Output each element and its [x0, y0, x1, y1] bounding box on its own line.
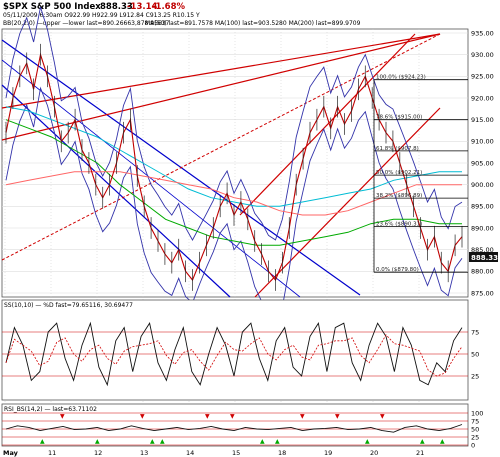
buy-signal-marker: ▲	[440, 438, 445, 445]
sell-signal-marker: ▼	[335, 413, 340, 420]
buy-signal-marker: ▲	[365, 438, 370, 445]
rsi-signal-markers: ▲ ▼ ▲ ▼ ▲ ▲ ▼ ▼ ▲ ▲ ▼ ▼ ▲ ▼ ▲ ▲	[40, 413, 445, 445]
rsi-panel	[1, 403, 469, 447]
sell-signal-marker: ▼	[300, 413, 305, 420]
buy-signal-marker: ▲	[150, 438, 155, 445]
rsi-tick-label: 25	[471, 433, 479, 441]
buy-signal-marker: ▲	[160, 438, 165, 445]
price-tick-label: 900.00	[471, 181, 494, 189]
sell-signal-marker: ▼	[230, 413, 235, 420]
fib-level-label: 38.2% ($896.89)	[376, 193, 422, 199]
price-tick-label: 890.00	[471, 224, 494, 232]
bollinger-upper	[5, 6, 463, 241]
bollinger-lower	[5, 86, 463, 328]
price-tick-label: 935.00	[471, 29, 494, 37]
sell-signal-marker: ▼	[140, 413, 145, 420]
fibonacci-levels: 100.0% ($924.23) 78.6% ($915.00) 61.8% ($9…	[373, 75, 468, 273]
x-tick-label: 15	[232, 449, 240, 457]
stochastic-tick-label: 75	[471, 328, 479, 336]
rsi-series	[5, 424, 463, 433]
stochastic-k-line	[5, 321, 463, 387]
fib-level-label: 61.8% ($907.8)	[376, 146, 419, 152]
x-tick-label: May	[3, 449, 19, 457]
x-tick-label: 12	[94, 449, 102, 457]
fib-level-label: 100.0% ($924.23)	[376, 75, 426, 81]
ohlc-readout: 05/11/2009 6:30am O922.99 H922.99 L912.8…	[3, 12, 200, 19]
bollinger-readout: BB(20,2.0) —upper —lower last=890.26663,…	[3, 20, 170, 27]
stochastic-tick-label: 50	[471, 350, 479, 358]
sell-signal-marker: ▼	[60, 413, 65, 420]
price-tick-label: 875.00	[471, 289, 494, 297]
up-channel-lower	[254, 107, 441, 298]
x-tick-label: 21	[416, 449, 424, 457]
ma-readout: MA(50) last=891.7578 MA(100) last=903.52…	[145, 20, 361, 27]
fib-level-label: 50.0% ($902.21)	[376, 170, 422, 176]
long-trendline-1	[1, 33, 441, 109]
fib-level-label: 78.6% ($915.00)	[376, 115, 422, 121]
stochastic-d-line	[5, 334, 463, 377]
up-channel	[1, 33, 441, 298]
price-tick-label: 905.00	[471, 159, 494, 167]
x-tick-label: 13	[140, 449, 148, 457]
stochastic-panel	[1, 299, 469, 401]
rsi-tick-label: 50	[471, 425, 479, 433]
last-price-box	[469, 252, 498, 262]
price-change: -13.14	[127, 2, 157, 12]
price-tick-label: 895.00	[471, 203, 494, 211]
buy-signal-marker: ▲	[275, 438, 280, 445]
buy-signal-marker: ▲	[40, 438, 45, 445]
price-tick-label: 880.00	[471, 268, 494, 276]
rsi-line	[5, 424, 463, 433]
price-tick-label: 885.00	[471, 246, 494, 254]
fib-level-label: 0.0% ($879.80)	[376, 267, 419, 273]
rsi-tick-label: 0	[471, 441, 475, 449]
down-channel-lower	[1, 84, 231, 298]
buy-signal-marker: ▲	[420, 438, 425, 445]
chart-header: $SPX S&P 500 Index 888.33 -13.14 -1.68% …	[0, 0, 500, 29]
price-y-axis: 935.00 930.00 925.00 920.00 915.00 910.00 905.…	[471, 29, 494, 297]
rsi-tick-label: 100	[471, 409, 483, 417]
last-price-tag: 888.33	[471, 254, 498, 262]
chart-title: $SPX S&P 500 Index	[3, 2, 101, 12]
ma-line-2	[5, 106, 462, 207]
rsi-title: RSI_BS(14,2) — last=63.71102	[4, 406, 97, 413]
price-tick-label: 915.00	[471, 116, 494, 124]
x-axis: May 11 12 13 14 15 18 19 20 21	[3, 449, 424, 457]
rsi-tick-label: 75	[471, 417, 479, 425]
x-tick-label: 20	[370, 449, 378, 457]
price-tick-label: 910.00	[471, 138, 494, 146]
long-trendline-dashed	[1, 33, 441, 261]
x-tick-label: 11	[48, 449, 56, 457]
x-tick-label: 19	[324, 449, 332, 457]
up-channel-upper	[239, 33, 416, 216]
last-price: 888.33	[100, 2, 133, 12]
buy-signal-marker: ▲	[260, 438, 265, 445]
price-series	[5, 43, 463, 291]
x-tick-label: 14	[186, 449, 194, 457]
fib-level-label: 23.6% ($890.31)	[376, 222, 422, 228]
stochastic-tick-label: 25	[471, 372, 479, 380]
ma-line-3	[5, 171, 462, 216]
sell-signal-marker: ▼	[380, 413, 385, 420]
bollinger-bands	[5, 6, 463, 328]
stochastic-title: SS(10,10) — %D fast=79.65116, 30.69477	[4, 302, 133, 309]
last-price-marker: 888.33	[469, 252, 498, 262]
stochastic-series	[5, 321, 463, 387]
price-tick-label: 930.00	[471, 51, 494, 59]
buy-signal-marker: ▲	[95, 438, 100, 445]
price-change-pct: -1.68%	[152, 2, 185, 12]
price-tick-label: 925.00	[471, 73, 494, 81]
x-tick-label: 18	[278, 449, 286, 457]
sell-signal-marker: ▼	[205, 413, 210, 420]
price-tick-label: 920.00	[471, 94, 494, 102]
